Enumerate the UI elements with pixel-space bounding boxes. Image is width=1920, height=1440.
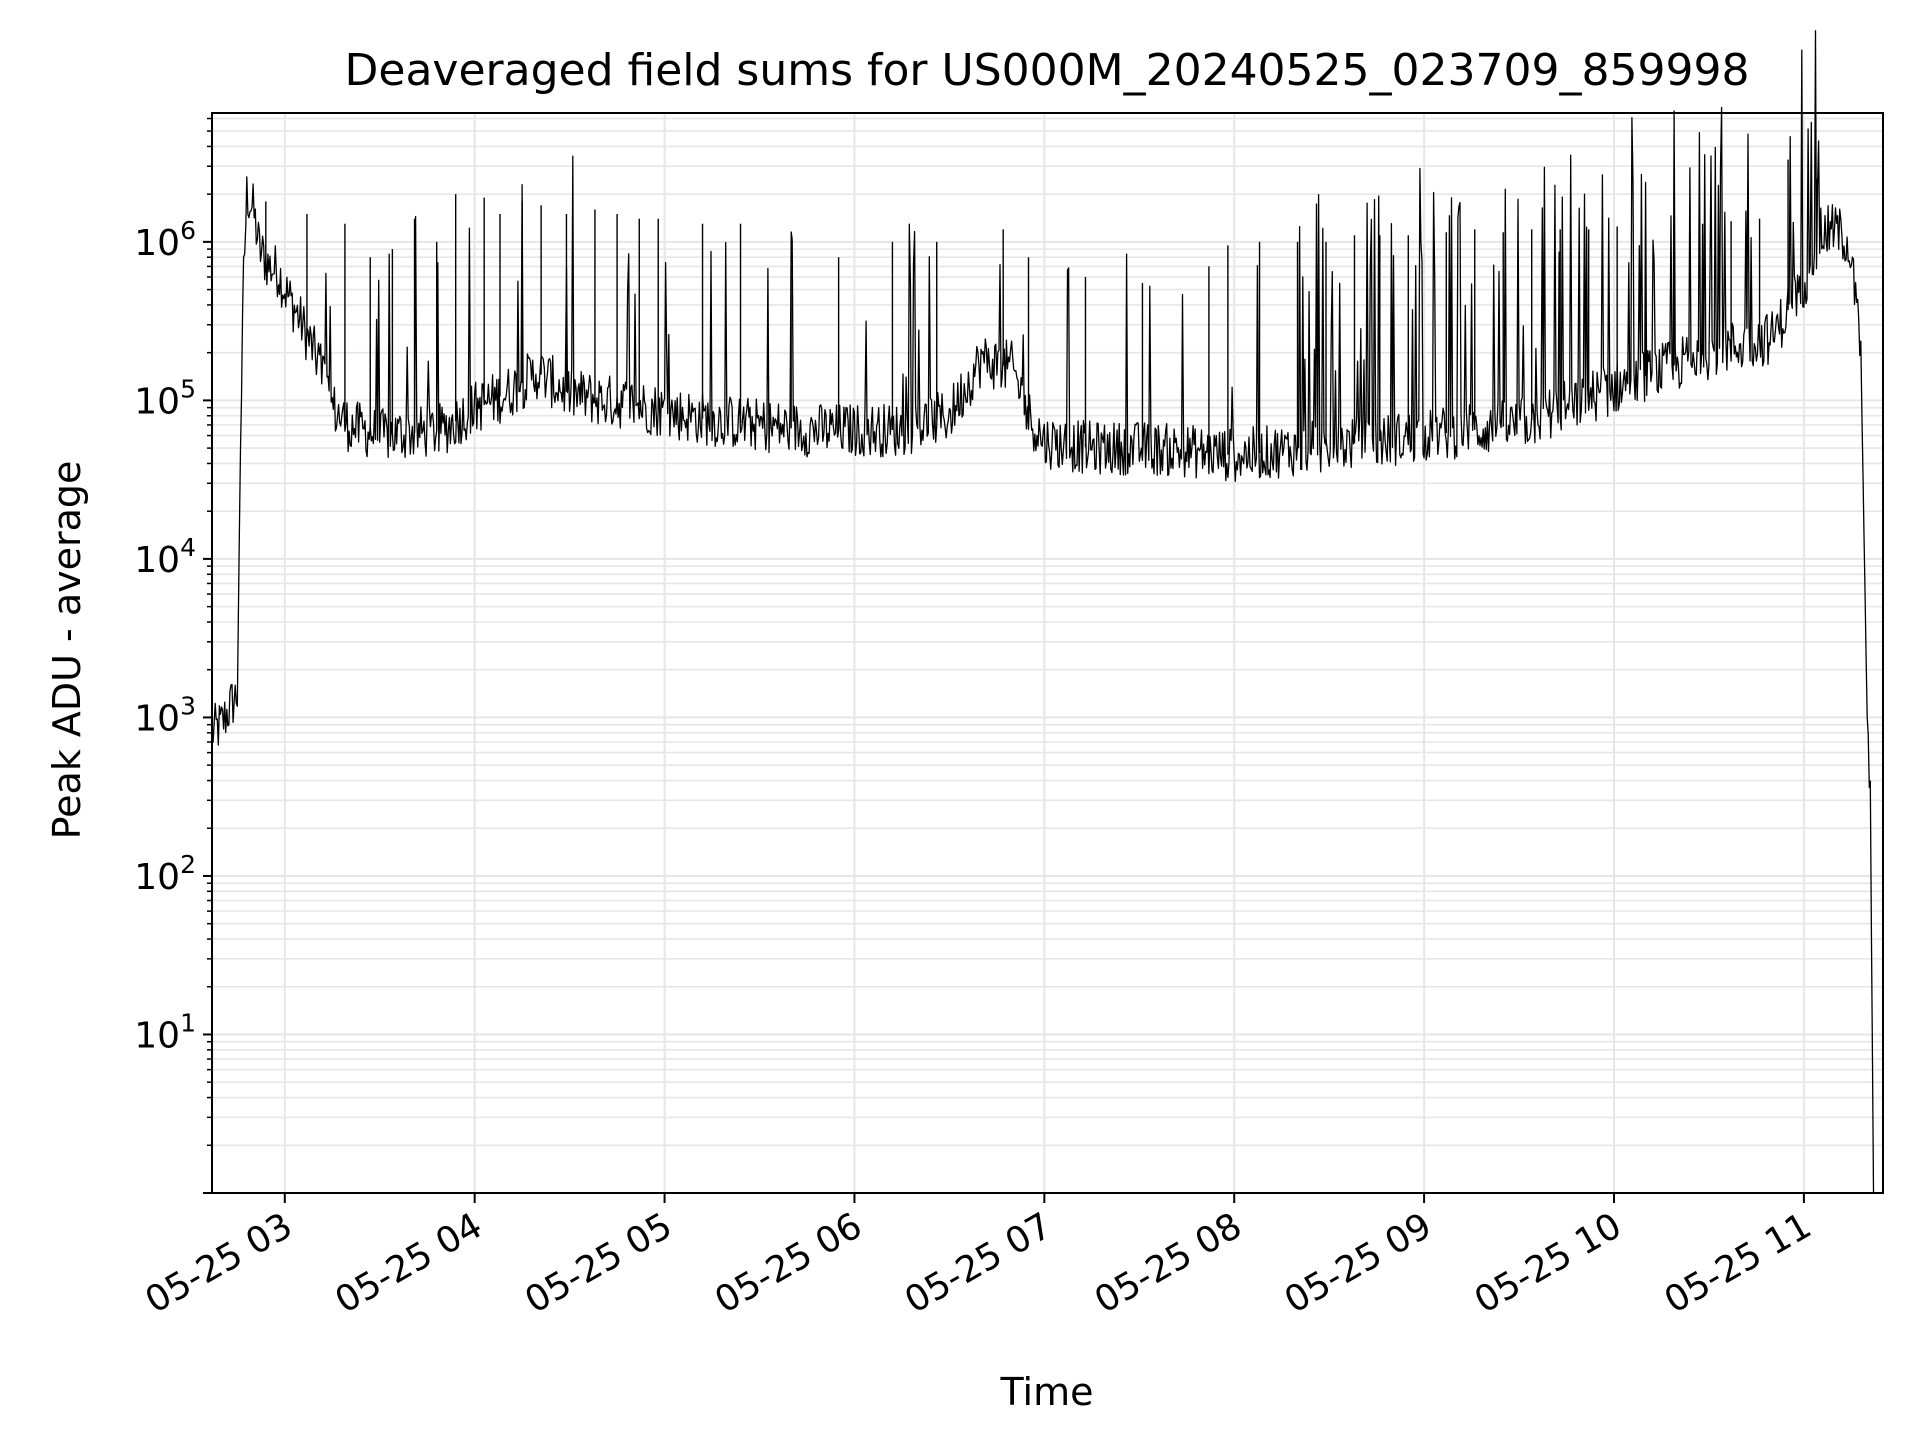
y-tick-label-exponent: 2 xyxy=(180,850,196,879)
series-trace xyxy=(211,30,1875,1194)
series-line xyxy=(211,30,1875,1194)
y-tick-label: 104 xyxy=(134,533,196,581)
x-axis-label: Time xyxy=(1000,1370,1094,1414)
grid xyxy=(212,113,1883,1194)
plot-frame xyxy=(211,112,1884,1194)
y-tick-label-exponent: 1 xyxy=(180,1008,196,1037)
chart-title: Deaveraged field sums for US000M_2024052… xyxy=(345,45,1750,96)
y-tick-label-exponent: 5 xyxy=(180,374,196,403)
y-tick-label-exponent: 6 xyxy=(180,216,196,245)
y-axis-label: Peak ADU - average xyxy=(45,461,89,840)
y-tick-label-exponent: 3 xyxy=(180,691,196,720)
y-tick-label-exponent: 4 xyxy=(180,533,196,562)
